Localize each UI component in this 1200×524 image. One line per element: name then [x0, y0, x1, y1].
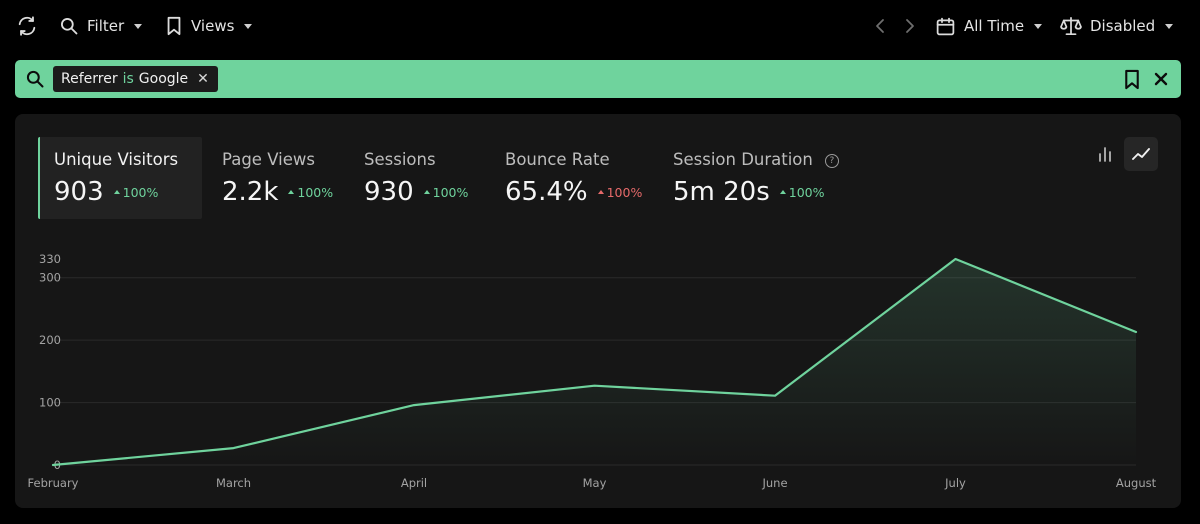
- stat-value: 65.4%: [505, 177, 588, 207]
- stat-label: Session Duration?: [673, 150, 839, 169]
- stat-change-value: 100%: [788, 184, 825, 200]
- search-icon: [60, 18, 78, 35]
- stat-change: 100%: [113, 184, 159, 200]
- bar-chart-toggle[interactable]: [1088, 137, 1122, 171]
- x-tick-label: April: [401, 476, 427, 490]
- stat-sessions[interactable]: Sessions 930 100%: [350, 137, 480, 219]
- chevron-down-icon: [134, 23, 143, 29]
- y-tick-label: 330: [39, 252, 61, 266]
- stat-change-value: 100%: [606, 184, 643, 200]
- filter-field: Referrer: [61, 71, 118, 87]
- stat-value: 2.2k: [222, 177, 279, 207]
- toolbar: Filter Views All Time Disabled: [0, 0, 1200, 52]
- stat-value-row: 903 100%: [54, 177, 158, 207]
- active-filter-bar: Referrer is Google ✕: [15, 60, 1181, 98]
- scale-icon: [1060, 16, 1082, 36]
- trend-up-icon: [597, 190, 604, 194]
- filter-label: Filter: [87, 17, 125, 35]
- clear-filters-icon[interactable]: [1154, 72, 1168, 86]
- compare-label: Disabled: [1090, 17, 1156, 35]
- filter-menu[interactable]: Filter: [59, 12, 143, 40]
- x-tick-label: March: [216, 476, 251, 490]
- save-filter-bookmark-icon[interactable]: [1123, 69, 1141, 90]
- chevron-down-icon: [1034, 23, 1043, 29]
- stat-value-row: 2.2k 100%: [222, 177, 333, 207]
- previous-period-button[interactable]: [874, 12, 888, 40]
- line-chart-toggle[interactable]: [1124, 137, 1158, 171]
- x-tick-label: August: [1116, 476, 1157, 490]
- series-line: [51, 257, 1138, 467]
- time-range-select[interactable]: All Time: [935, 12, 1043, 40]
- remove-filter-icon[interactable]: ✕: [197, 71, 209, 87]
- stat-unique-visitors[interactable]: Unique Visitors 903 100%: [38, 137, 202, 219]
- time-range-label: All Time: [964, 17, 1025, 35]
- y-tick-label: 100: [39, 396, 61, 410]
- filter-value: Google: [138, 71, 189, 87]
- chevron-down-icon: [1165, 23, 1174, 29]
- help-icon[interactable]: ?: [824, 153, 839, 168]
- stat-session-duration[interactable]: Session Duration? 5m 20s 100%: [659, 137, 879, 219]
- stat-value-row: 930 100%: [364, 177, 468, 207]
- refresh-button[interactable]: [16, 12, 38, 40]
- y-tick-label: 300: [39, 271, 61, 285]
- stat-change-value: 100%: [432, 184, 469, 200]
- stat-label-text: Session Duration: [673, 150, 813, 169]
- refresh-icon: [18, 16, 36, 36]
- stat-value: 903: [54, 177, 104, 207]
- stat-page-views[interactable]: Page Views 2.2k 100%: [208, 137, 348, 219]
- stat-change-value: 100%: [122, 184, 159, 200]
- search-icon: [26, 70, 44, 88]
- trend-up-icon: [423, 190, 430, 194]
- views-menu[interactable]: Views: [165, 12, 253, 40]
- analytics-panel: Unique Visitors 903 100% Page Views 2.2k…: [15, 114, 1181, 508]
- trend-up-icon: [113, 190, 120, 194]
- stat-bounce-rate[interactable]: Bounce Rate 65.4% 100%: [491, 137, 651, 219]
- x-axis: February March April May June July August: [28, 476, 1157, 490]
- stat-label: Unique Visitors: [54, 150, 179, 169]
- bookmark-icon: [167, 16, 181, 36]
- stat-change: 100%: [423, 184, 469, 200]
- stat-label: Bounce Rate: [505, 150, 610, 169]
- stat-label: Sessions: [364, 150, 436, 169]
- chart-grid: [53, 277, 1136, 466]
- x-tick-label: February: [28, 476, 79, 490]
- series-area: [53, 259, 1136, 465]
- x-tick-label: June: [761, 476, 787, 490]
- stat-change-value: 100%: [297, 184, 334, 200]
- trend-up-icon: [288, 190, 295, 194]
- calendar-icon: [936, 17, 955, 35]
- chevron-right-icon: [906, 19, 914, 33]
- views-label: Views: [191, 17, 235, 35]
- y-tick-label: 200: [39, 333, 61, 347]
- stat-change: 100%: [288, 185, 333, 200]
- chevron-left-icon: [876, 19, 884, 33]
- y-tick-label: 0: [54, 458, 61, 472]
- y-axis: 0 100 200 300 330: [39, 252, 61, 472]
- stat-value: 5m 20s: [673, 177, 770, 207]
- stat-value-row: 5m 20s 100%: [673, 177, 825, 207]
- filter-chip[interactable]: Referrer is Google ✕: [53, 66, 218, 92]
- x-tick-label: May: [583, 476, 607, 490]
- stat-value: 930: [364, 177, 414, 207]
- bar-chart-icon: [1099, 147, 1111, 162]
- x-tick-label: July: [944, 476, 966, 490]
- compare-select[interactable]: Disabled: [1060, 12, 1174, 40]
- line-chart-icon: [1132, 148, 1150, 160]
- filter-operator: is: [122, 71, 134, 87]
- trend-up-icon: [779, 190, 786, 194]
- chevron-down-icon: [244, 23, 253, 29]
- next-period-button[interactable]: [902, 12, 916, 40]
- stat-change: 100%: [597, 184, 643, 200]
- stat-value-row: 65.4% 100%: [505, 177, 642, 207]
- stat-change: 100%: [779, 184, 825, 200]
- stat-label: Page Views: [222, 150, 315, 169]
